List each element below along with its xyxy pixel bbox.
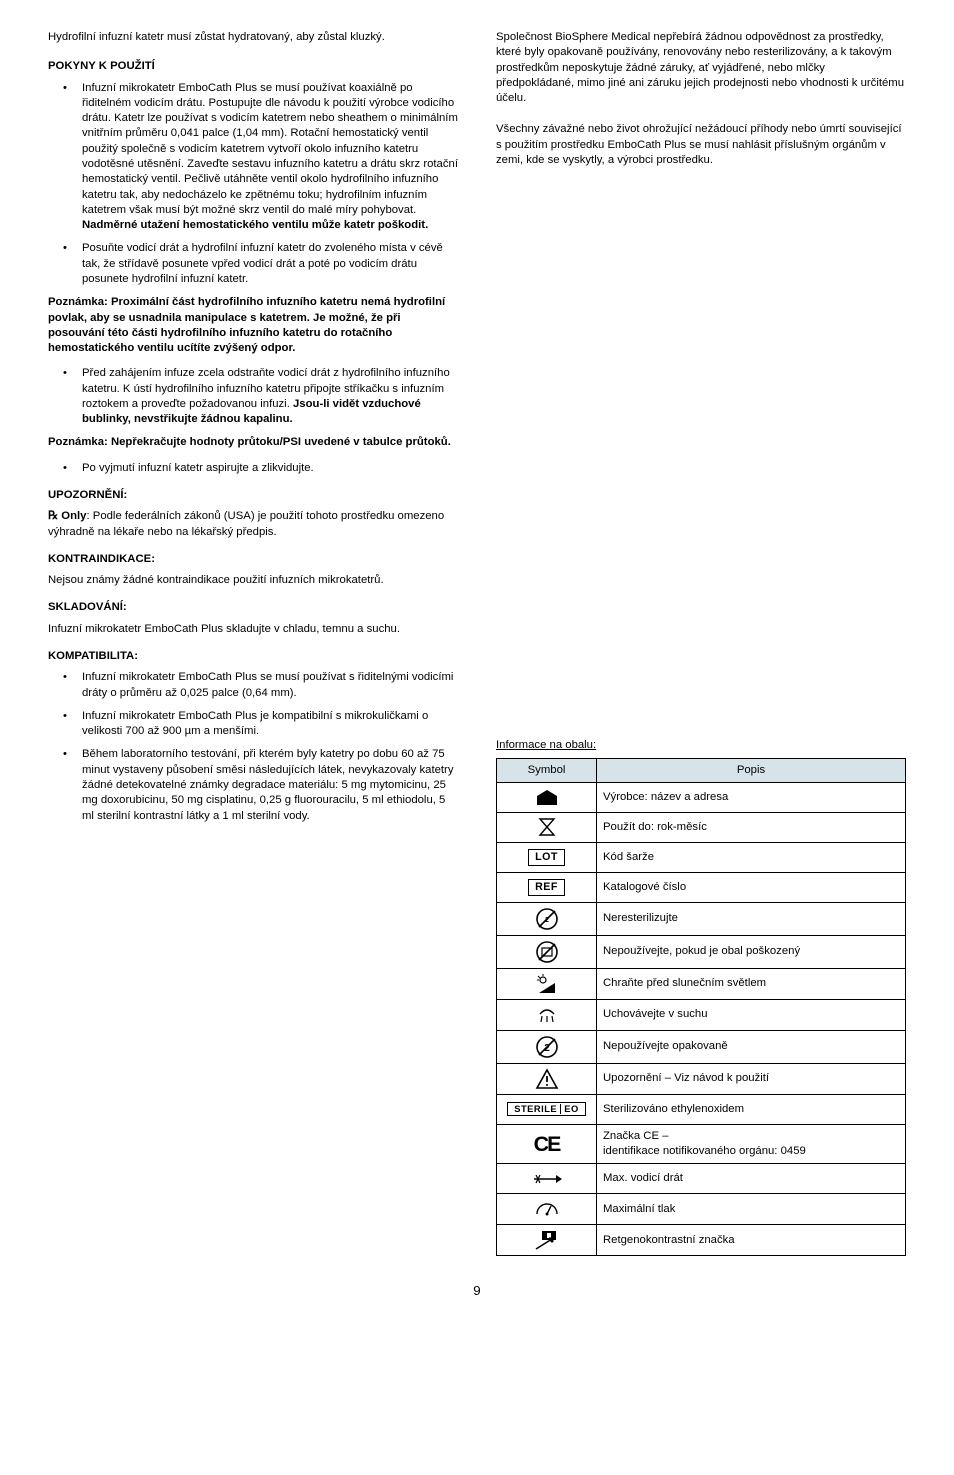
bullet-marker: • xyxy=(48,461,82,476)
table-row: LOT Kód šarže xyxy=(497,842,906,872)
contraindications-text: Nejsou známy žádné kontraindikace použit… xyxy=(48,573,458,588)
bullet-marker: • xyxy=(48,747,82,823)
table-row: Upozornění – Viz návod k použití xyxy=(497,1063,906,1094)
table-caption: Informace na obalu: xyxy=(496,738,906,753)
cell-desc: Retgenokontrastní značka xyxy=(597,1225,906,1256)
max-guidewire-icon xyxy=(497,1164,597,1194)
do-not-use-damaged-icon xyxy=(497,935,597,968)
bullet-marker: • xyxy=(48,670,82,701)
bullet-item: • Infuzní mikrokatetr EmboCath Plus se m… xyxy=(48,670,458,701)
cell-desc: Chraňte před slunečním světlem xyxy=(597,968,906,999)
cell-desc: Sterilizováno ethylenoxidem xyxy=(597,1094,906,1124)
table-row: 2 Nepoužívejte opakovaně xyxy=(497,1030,906,1063)
bullet-item: • Infuzní mikrokatetr EmboCath Plus je k… xyxy=(48,709,458,740)
cell-desc: Katalogové číslo xyxy=(597,872,906,902)
contraindications-heading: KONTRAINDIKACE: xyxy=(48,552,458,567)
compatibility-heading: KOMPATIBILITA: xyxy=(48,649,458,664)
bullet-marker: • xyxy=(48,709,82,740)
table-row: Uchovávejte v suchu xyxy=(497,999,906,1030)
bullet-marker: • xyxy=(48,241,82,287)
table-row: Retgenokontrastní značka xyxy=(497,1225,906,1256)
cell-desc: Výrobce: název a adresa xyxy=(597,782,906,812)
storage-heading: SKLADOVÁNÍ: xyxy=(48,600,458,615)
table-header-row: Symbol Popis xyxy=(497,758,906,782)
table-row: Použít do: rok-měsíc xyxy=(497,812,906,842)
bullet-item: • Během laboratorního testování, při kte… xyxy=(48,747,458,823)
bullet-text: Během laboratorního testování, při které… xyxy=(82,747,458,823)
table-row: REF Katalogové číslo xyxy=(497,872,906,902)
bullet-marker: • xyxy=(48,366,82,427)
do-not-resterilize-icon: 2 xyxy=(497,902,597,935)
bullet-item: • Po vyjmutí infuzní katetr aspirujte a … xyxy=(48,461,458,476)
ce-mark-icon: CE xyxy=(497,1124,597,1164)
cell-desc: Nepoužívejte opakovaně xyxy=(597,1030,906,1063)
cell-desc: Neresterilizujte xyxy=(597,902,906,935)
page-number: 9 xyxy=(48,1282,906,1300)
th-desc: Popis xyxy=(597,758,906,782)
radiopaque-marker-icon xyxy=(497,1225,597,1256)
keep-away-from-sunlight-icon xyxy=(497,968,597,999)
cell-desc: Kód šarže xyxy=(597,842,906,872)
rx-text: ℞ Only: Podle federálních zákonů (USA) j… xyxy=(48,509,458,540)
table-row: Výrobce: název a adresa xyxy=(497,782,906,812)
bullet-item: • Infuzní mikrokatetr EmboCath Plus se m… xyxy=(48,81,458,234)
table-row: Max. vodicí drát xyxy=(497,1164,906,1194)
bullet-marker: • xyxy=(48,81,82,234)
bullet-text: Infuzní mikrokatetr EmboCath Plus se mus… xyxy=(82,670,458,701)
ref-icon: REF xyxy=(497,872,597,902)
cell-desc: Uchovávejte v suchu xyxy=(597,999,906,1030)
cell-desc: Upozornění – Viz návod k použití xyxy=(597,1063,906,1094)
bullet-text: Infuzní mikrokatetr EmboCath Plus je kom… xyxy=(82,709,458,740)
reporting-text: Všechny závažné nebo život ohrožující ne… xyxy=(496,122,906,168)
warning-heading: UPOZORNĚNÍ: xyxy=(48,488,458,503)
use-by-icon xyxy=(497,812,597,842)
max-pressure-icon xyxy=(497,1194,597,1225)
symbol-table: Symbol Popis Výrobce: název a adresa Pou… xyxy=(496,758,906,1257)
sterile-eo-icon: STERILE EO xyxy=(497,1094,597,1124)
bullet-text: Posuňte vodicí drát a hydrofilní infuzní… xyxy=(82,241,458,287)
instructions-heading: POKYNY K POUŽITÍ xyxy=(48,59,458,74)
storage-text: Infuzní mikrokatetr EmboCath Plus skladu… xyxy=(48,622,458,637)
lot-icon: LOT xyxy=(497,842,597,872)
cell-desc: Použít do: rok-měsíc xyxy=(597,812,906,842)
table-row: Maximální tlak xyxy=(497,1194,906,1225)
intro-text: Hydrofilní infuzní katetr musí zůstat hy… xyxy=(48,30,458,45)
th-symbol: Symbol xyxy=(497,758,597,782)
note-2: Poznámka: Nepřekračujte hodnoty průtoku/… xyxy=(48,435,458,450)
note-1: Poznámka: Proximální část hydrofilního i… xyxy=(48,295,458,356)
bullet-item: • Před zahájením infuze zcela odstraňte … xyxy=(48,366,458,427)
cell-desc: Maximální tlak xyxy=(597,1194,906,1225)
table-row: Nepoužívejte, pokud je obal poškozený xyxy=(497,935,906,968)
keep-dry-icon xyxy=(497,999,597,1030)
cell-desc: Max. vodicí drát xyxy=(597,1164,906,1194)
cell-desc: Značka CE – identifikace notifikovaného … xyxy=(597,1124,906,1164)
cell-desc: Nepoužívejte, pokud je obal poškozený xyxy=(597,935,906,968)
bullet-text: Infuzní mikrokatetr EmboCath Plus se mus… xyxy=(82,81,458,234)
table-row: Chraňte před slunečním světlem xyxy=(497,968,906,999)
manufacturer-icon xyxy=(497,782,597,812)
table-row: STERILE EO Sterilizováno ethylenoxidem xyxy=(497,1094,906,1124)
do-not-reuse-icon: 2 xyxy=(497,1030,597,1063)
caution-icon xyxy=(497,1063,597,1094)
bullet-text: Před zahájením infuze zcela odstraňte vo… xyxy=(82,366,458,427)
bullet-text: Po vyjmutí infuzní katetr aspirujte a zl… xyxy=(82,461,458,476)
table-row: CE Značka CE – identifikace notifikované… xyxy=(497,1124,906,1164)
table-row: 2 Neresterilizujte xyxy=(497,902,906,935)
liability-text: Společnost BioSphere Medical nepřebírá ž… xyxy=(496,30,906,106)
bullet-item: • Posuňte vodicí drát a hydrofilní infuz… xyxy=(48,241,458,287)
